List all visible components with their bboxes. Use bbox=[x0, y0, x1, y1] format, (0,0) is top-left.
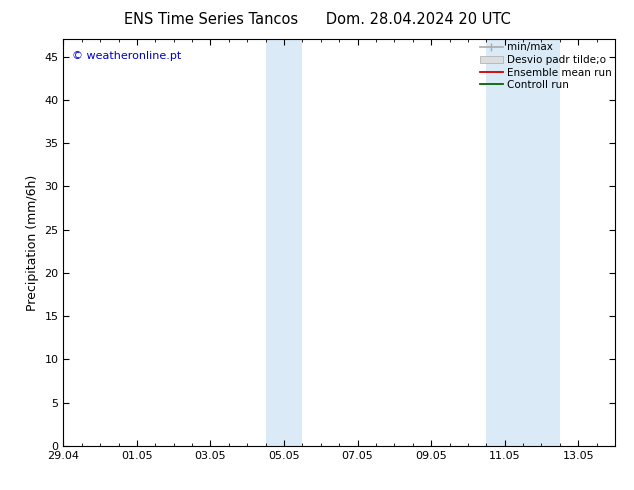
Y-axis label: Precipitation (mm/6h): Precipitation (mm/6h) bbox=[26, 174, 39, 311]
Bar bbox=[505, 39, 560, 446]
Bar bbox=[284, 39, 302, 446]
Bar bbox=[486, 39, 505, 446]
Bar bbox=[266, 39, 284, 446]
Text: © weatheronline.pt: © weatheronline.pt bbox=[72, 51, 181, 61]
Legend: min/max, Desvio padr tilde;o, Ensemble mean run, Controll run: min/max, Desvio padr tilde;o, Ensemble m… bbox=[480, 42, 612, 90]
Text: ENS Time Series Tancos      Dom. 28.04.2024 20 UTC: ENS Time Series Tancos Dom. 28.04.2024 2… bbox=[124, 12, 510, 27]
